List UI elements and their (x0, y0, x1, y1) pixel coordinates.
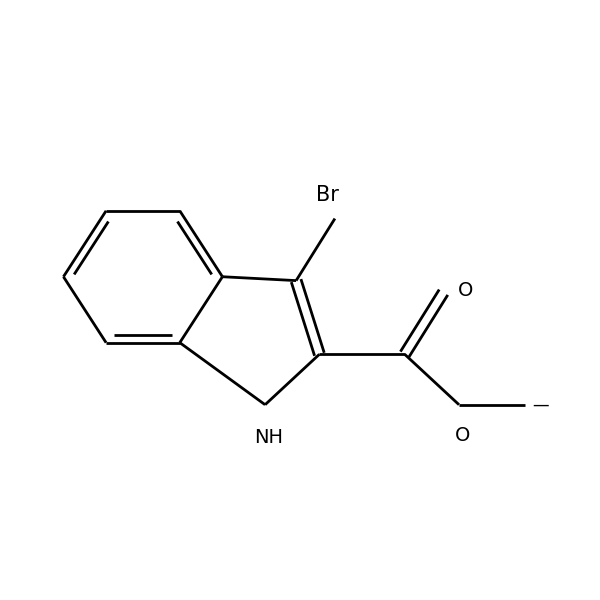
Text: —: — (533, 396, 550, 414)
Text: Br: Br (316, 185, 338, 205)
Text: NH: NH (254, 428, 283, 447)
Text: O: O (457, 281, 473, 300)
Text: O: O (455, 427, 470, 445)
